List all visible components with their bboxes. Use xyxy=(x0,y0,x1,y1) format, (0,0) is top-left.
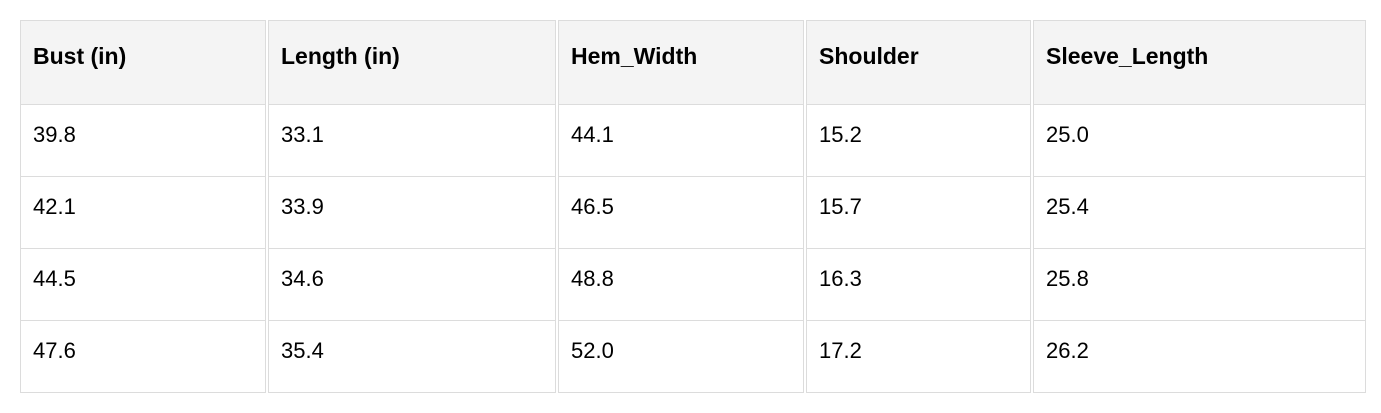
table-row: 44.5 34.6 48.8 16.3 25.8 xyxy=(20,249,1366,321)
table-row: 42.1 33.9 46.5 15.7 25.4 xyxy=(20,177,1366,249)
table-cell: 17.2 xyxy=(806,321,1031,393)
table-cell: 44.5 xyxy=(20,249,266,321)
table-cell: 26.2 xyxy=(1033,321,1366,393)
table-cell: 46.5 xyxy=(558,177,804,249)
header-hem-width: Hem_Width xyxy=(558,20,804,105)
table-cell: 35.4 xyxy=(268,321,556,393)
table-cell: 47.6 xyxy=(20,321,266,393)
table-cell: 33.1 xyxy=(268,105,556,177)
table-cell: 48.8 xyxy=(558,249,804,321)
table-cell: 42.1 xyxy=(20,177,266,249)
table-cell: 15.7 xyxy=(806,177,1031,249)
header-sleeve-length: Sleeve_Length xyxy=(1033,20,1366,105)
table-cell: 44.1 xyxy=(558,105,804,177)
header-bust: Bust (in) xyxy=(20,20,266,105)
table-cell: 25.4 xyxy=(1033,177,1366,249)
measurements-table: Bust (in) Length (in) Hem_Width Shoulder… xyxy=(18,20,1368,393)
header-length: Length (in) xyxy=(268,20,556,105)
table-cell: 25.8 xyxy=(1033,249,1366,321)
table-cell: 16.3 xyxy=(806,249,1031,321)
table-row: 39.8 33.1 44.1 15.2 25.0 xyxy=(20,105,1366,177)
table-cell: 39.8 xyxy=(20,105,266,177)
table-cell: 34.6 xyxy=(268,249,556,321)
table-cell: 15.2 xyxy=(806,105,1031,177)
header-shoulder: Shoulder xyxy=(806,20,1031,105)
header-row: Bust (in) Length (in) Hem_Width Shoulder… xyxy=(20,20,1366,105)
table-cell: 33.9 xyxy=(268,177,556,249)
table-cell: 25.0 xyxy=(1033,105,1366,177)
table-cell: 52.0 xyxy=(558,321,804,393)
table-row: 47.6 35.4 52.0 17.2 26.2 xyxy=(20,321,1366,393)
